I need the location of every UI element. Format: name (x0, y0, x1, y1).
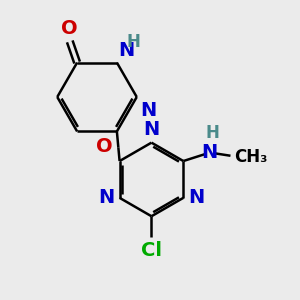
Text: N: N (98, 188, 114, 207)
Text: N: N (140, 100, 157, 119)
Text: N: N (118, 41, 135, 60)
Text: N: N (202, 143, 218, 162)
Text: O: O (96, 137, 113, 156)
Text: O: O (61, 19, 78, 38)
Text: N: N (143, 120, 160, 139)
Text: Cl: Cl (141, 241, 162, 260)
Text: H: H (206, 124, 220, 142)
Text: N: N (189, 188, 205, 207)
Text: H: H (126, 33, 140, 51)
Text: CH₃: CH₃ (234, 148, 268, 166)
